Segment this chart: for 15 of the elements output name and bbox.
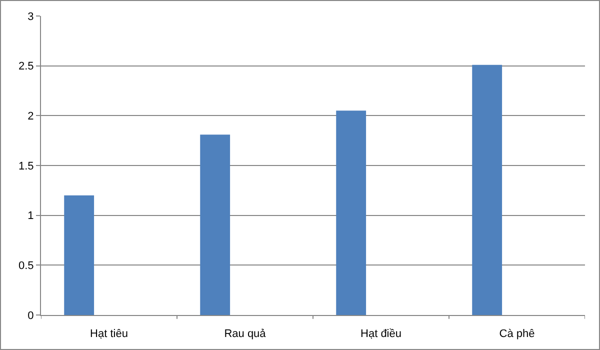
bar xyxy=(64,195,94,315)
y-tick-label: 2 xyxy=(28,110,34,123)
x-tick-label: Cà phê xyxy=(499,328,535,340)
y-tick-label: 0 xyxy=(28,310,34,322)
y-tick-label: 2.5 xyxy=(18,60,34,73)
y-tick-label: 3 xyxy=(28,10,34,23)
x-tick-label: Rau quả xyxy=(224,328,267,340)
x-tick-label: Hạt điều xyxy=(360,328,402,340)
x-tick-label: Hạt tiêu xyxy=(90,328,128,340)
bar xyxy=(200,134,230,315)
y-tick-label: 0.5 xyxy=(18,260,34,272)
y-tick-label: 1 xyxy=(28,210,34,222)
y-tick-label: 1.5 xyxy=(18,160,34,172)
bar xyxy=(472,64,502,315)
bar xyxy=(336,110,366,315)
